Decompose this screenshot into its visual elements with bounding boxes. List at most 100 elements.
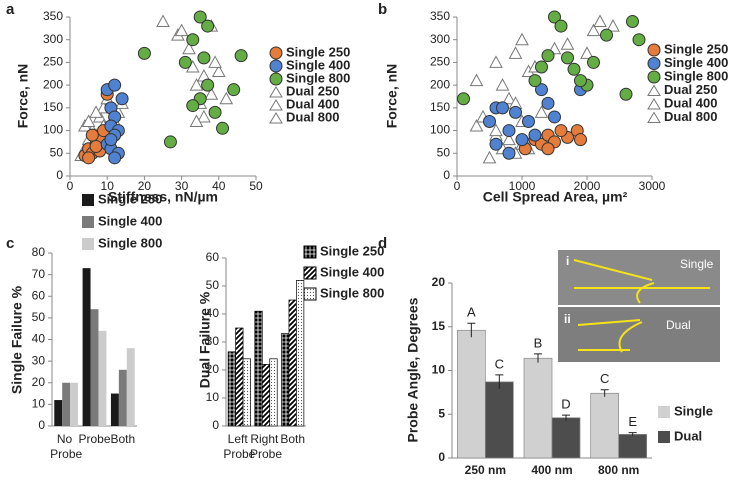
point: [137, 46, 151, 60]
point: [574, 74, 587, 88]
point: [208, 105, 222, 119]
y-tick-label: 80: [32, 245, 46, 259]
point: [201, 78, 215, 92]
x-tick-label: 1000: [509, 179, 536, 193]
legend-label: Single 250: [286, 44, 350, 59]
legend-swatch: [82, 194, 94, 206]
x-tick-label: 800 nm: [598, 463, 639, 477]
point: [489, 137, 503, 151]
point: [115, 92, 129, 106]
point: [197, 109, 211, 123]
bar: [235, 327, 244, 427]
bar: [82, 268, 91, 426]
point: [489, 55, 503, 68]
legend-marker: [269, 99, 283, 111]
legend-label: Dual 400: [664, 95, 717, 110]
legend-label: Single 400: [664, 55, 728, 70]
legend-label: Dual 400: [286, 96, 339, 111]
point: [626, 15, 639, 29]
bar: [523, 357, 553, 459]
point: [457, 92, 470, 106]
legend-label: Dual: [674, 428, 702, 443]
point: [508, 46, 523, 59]
legend-swatch: [658, 431, 670, 443]
legend-label: Single 250: [664, 41, 728, 56]
legend-label: Dual 800: [286, 109, 339, 124]
point: [81, 114, 96, 127]
point: [186, 99, 200, 113]
legend-swatch: [82, 238, 94, 250]
panel-label: b: [378, 1, 387, 18]
x-tick-word: Both: [110, 432, 135, 446]
point: [489, 123, 503, 137]
error-bar: [600, 389, 609, 397]
point: [201, 19, 215, 33]
bar: [296, 280, 305, 427]
point: [502, 124, 516, 138]
point: [227, 83, 241, 97]
point: [541, 49, 555, 63]
point: [574, 133, 587, 147]
y-tick-label: 350: [43, 9, 63, 23]
y-tick-label: 300: [430, 32, 450, 46]
point: [219, 91, 234, 105]
point: [515, 32, 529, 46]
significance-letter: D: [561, 397, 570, 412]
y-tick-label: 30: [32, 353, 46, 367]
point: [204, 87, 219, 100]
point: [554, 124, 568, 138]
y-tick-label: 70: [32, 267, 46, 281]
y-tick-label: 300: [43, 32, 63, 46]
x-tick-word: Probe: [250, 447, 282, 461]
bar: [288, 299, 297, 427]
point: [586, 23, 601, 37]
y-tick-label: 50: [206, 278, 220, 292]
panel-label: a: [6, 1, 15, 18]
legend-swatch: [303, 287, 317, 301]
y-tick-label: 100: [43, 123, 63, 137]
inset-label: i: [566, 254, 569, 268]
y-tick-label: 0: [438, 450, 445, 464]
point: [186, 33, 200, 47]
x-tick-label: 3000: [639, 179, 666, 193]
bar: [456, 329, 486, 459]
legend-marker: [647, 84, 661, 96]
y-tick-label: 10: [206, 390, 220, 404]
inset-arrow: [577, 319, 643, 353]
inset-label: ii: [564, 312, 571, 326]
point: [163, 135, 177, 149]
y-tick-label: 20: [206, 362, 220, 376]
point: [483, 114, 496, 128]
x-axis-title: Stiffness, nN/µm: [108, 189, 218, 205]
point: [534, 105, 549, 118]
legend-marker: [647, 111, 661, 123]
point: [580, 46, 594, 59]
x-tick-word: No: [57, 432, 76, 446]
legend-marker: [269, 86, 283, 98]
significance-letter: C: [600, 371, 609, 386]
y-tick-label: 0: [212, 418, 219, 432]
error-bar: [467, 322, 476, 338]
y-tick-label: 40: [32, 332, 46, 346]
bar: [261, 364, 271, 427]
legend-label: Dual 800: [664, 109, 717, 124]
y-tick-label: 20: [32, 375, 46, 389]
point: [502, 91, 516, 105]
x-tick-label: Both: [110, 432, 135, 446]
legend-marker: [647, 70, 661, 84]
x-tick-label: 0: [454, 179, 461, 193]
point: [535, 60, 548, 74]
legend-label: Dual 250: [286, 83, 339, 98]
point: [208, 55, 222, 68]
point: [495, 78, 510, 91]
y-axis-title: Dual Failure %: [197, 291, 213, 388]
legend-label: Dual 250: [664, 82, 717, 97]
point: [182, 41, 196, 55]
significance-letter: A: [467, 305, 476, 320]
point: [515, 133, 529, 147]
significance-letter: B: [534, 335, 543, 350]
bar: [110, 393, 119, 426]
point: [632, 33, 646, 47]
legend-swatch: [82, 216, 94, 228]
